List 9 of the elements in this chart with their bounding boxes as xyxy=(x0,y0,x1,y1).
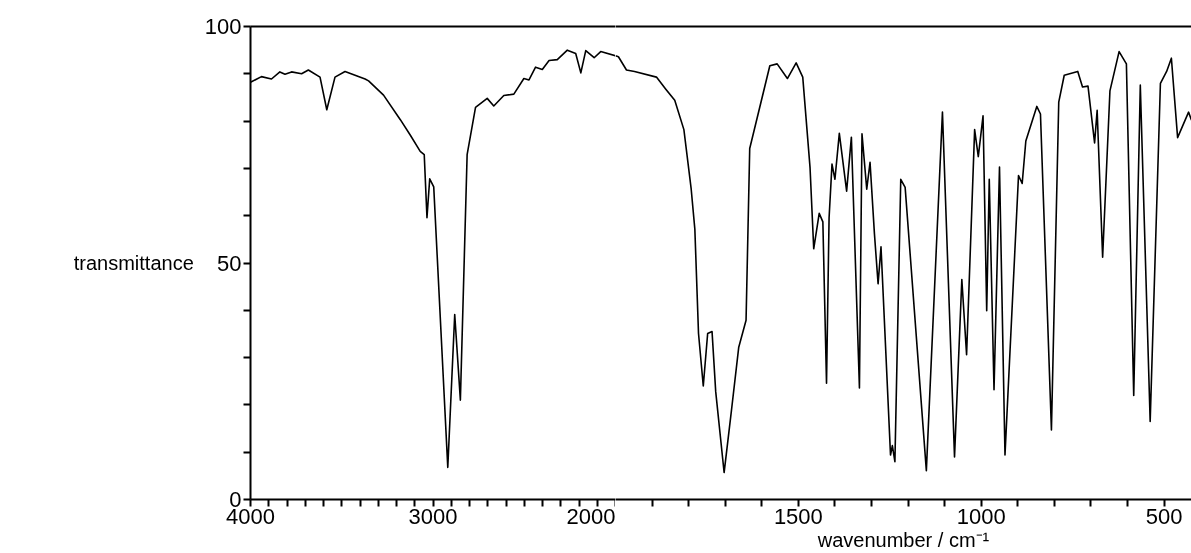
y-tick-label: 50 xyxy=(217,250,242,276)
x-tick-label: 1500 xyxy=(773,503,823,529)
y-tick-label: 100 xyxy=(204,14,242,39)
x-tick-label: 3000 xyxy=(408,503,458,529)
x-tick-label: 2000 xyxy=(566,503,616,529)
x-tick-label: 1000 xyxy=(956,503,1006,529)
x-tick-label: 500 xyxy=(1145,503,1183,529)
y-axis-title: transmittance xyxy=(73,252,194,274)
x-axis-title: wavenumber / cm⁻¹ xyxy=(816,528,990,551)
